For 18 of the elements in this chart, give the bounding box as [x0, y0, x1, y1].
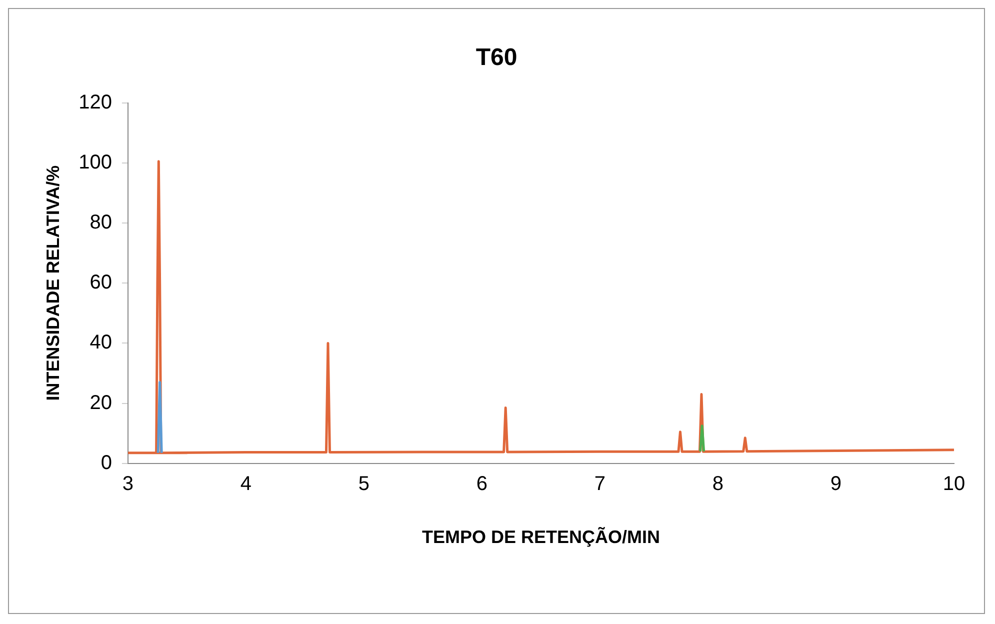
- x-tick-label: 8: [712, 472, 724, 495]
- x-tick-label: 3: [122, 472, 134, 495]
- x-tick-label: 9: [830, 472, 842, 495]
- y-axis-title: INTENSIDADE RELATIVA/%: [42, 165, 63, 401]
- x-tick-label: 6: [476, 472, 488, 495]
- y-tick-label: 0: [100, 452, 112, 474]
- y-tick-label: 100: [78, 151, 112, 174]
- y-tick-label: 40: [90, 332, 112, 354]
- x-tick-label: 5: [358, 472, 370, 495]
- x-axis-title: TEMPO DE RETENÇÃO/MIN: [422, 526, 660, 548]
- y-tick-label: 80: [90, 212, 112, 234]
- y-tick-label: 20: [90, 392, 112, 414]
- y-tick-label: 60: [90, 272, 112, 294]
- x-tick-label: 4: [240, 472, 252, 495]
- x-tick-label: 10: [942, 472, 966, 495]
- y-tick-label: 120: [78, 91, 112, 114]
- chart-title: T60: [476, 44, 518, 72]
- x-tick-label: 7: [594, 472, 606, 495]
